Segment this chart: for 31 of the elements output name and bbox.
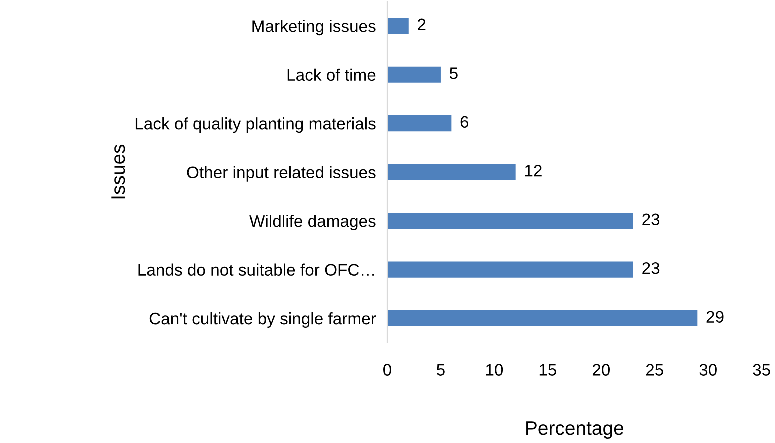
x-axis-title: Percentage — [526, 422, 624, 440]
data-label: 5 — [450, 68, 458, 80]
y-tick-label: Lands do not suitable for OFC… — [138, 264, 374, 276]
bar — [388, 164, 516, 180]
data-label: 23 — [642, 262, 660, 274]
x-tick-label: 30 — [700, 364, 717, 376]
y-tick-label: Wildlife damages — [250, 215, 376, 231]
data-label: 23 — [642, 214, 660, 226]
x-tick-label: 10 — [486, 364, 504, 376]
bar — [388, 18, 409, 34]
x-tick-label: 5 — [437, 364, 445, 376]
bar — [388, 116, 452, 132]
y-axis-title: Issues — [112, 144, 126, 199]
data-label: 29 — [706, 311, 724, 323]
bar — [388, 310, 698, 327]
bar — [388, 262, 634, 278]
y-tick-label: Lack of time — [288, 68, 376, 82]
x-tick-label: 35 — [753, 364, 770, 376]
bar — [388, 66, 441, 83]
data-label: 6 — [460, 116, 469, 128]
x-tick-label: 0 — [384, 364, 392, 376]
bar — [388, 213, 634, 230]
x-tick-label: 20 — [592, 364, 610, 376]
y-tick-label: Other input related issues — [187, 166, 376, 182]
y-tick-label: Can't cultivate by single farmer — [150, 312, 376, 328]
data-label: 2 — [418, 18, 426, 30]
x-tick-label: 25 — [646, 364, 664, 376]
data-label: 12 — [525, 165, 542, 177]
y-tick-label: Lack of quality planting materials — [136, 118, 376, 134]
y-tick-label: Marketing issues — [252, 20, 376, 36]
x-tick-label: 15 — [540, 364, 556, 376]
